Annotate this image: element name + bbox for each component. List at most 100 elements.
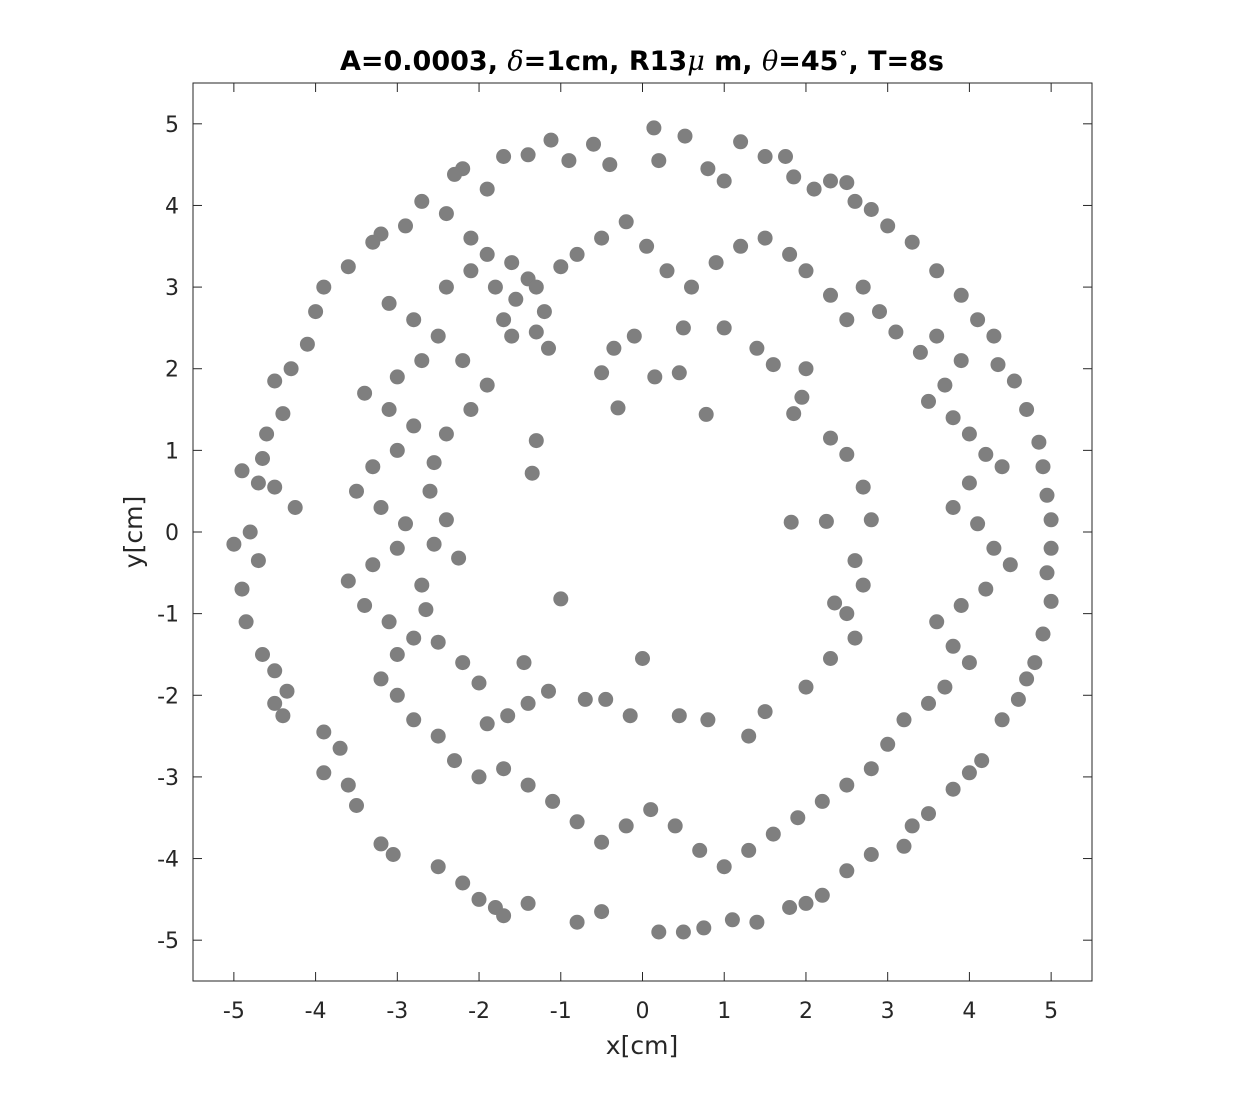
plot-area xyxy=(192,82,1093,982)
data-point xyxy=(471,891,487,907)
data-point xyxy=(463,263,479,279)
data-point xyxy=(365,557,381,573)
data-point xyxy=(651,153,667,169)
x-tick-label: -4 xyxy=(305,999,327,1024)
data-point xyxy=(970,312,986,328)
x-tick-label: 4 xyxy=(962,999,976,1024)
data-point xyxy=(667,818,683,834)
data-point xyxy=(635,651,650,666)
data-point xyxy=(520,147,536,163)
data-point xyxy=(782,900,798,915)
x-tick-label: 3 xyxy=(881,999,895,1024)
data-point xyxy=(1019,402,1035,417)
data-point xyxy=(921,393,936,409)
data-point xyxy=(855,479,871,495)
data-point xyxy=(953,598,969,613)
data-point xyxy=(349,798,364,813)
data-point xyxy=(1043,512,1059,528)
x-axis-label: x[cm] xyxy=(606,1031,678,1060)
data-point xyxy=(643,802,659,818)
data-point xyxy=(430,634,446,650)
data-point xyxy=(945,638,961,654)
data-point xyxy=(839,777,855,793)
data-point xyxy=(504,328,520,344)
data-point xyxy=(1039,487,1055,503)
data-point xyxy=(463,230,479,246)
data-point xyxy=(406,712,422,728)
data-markers xyxy=(226,120,1059,940)
data-point xyxy=(516,655,532,671)
data-point xyxy=(504,255,520,271)
data-point xyxy=(524,465,540,481)
data-point xyxy=(255,647,270,662)
data-point xyxy=(847,193,863,209)
data-point xyxy=(267,695,283,711)
data-point xyxy=(259,426,275,442)
data-point xyxy=(250,553,266,569)
title-part: , T=8s xyxy=(848,46,944,77)
data-point xyxy=(786,169,802,185)
data-point xyxy=(316,279,332,295)
data-point xyxy=(238,614,254,630)
data-point xyxy=(520,895,536,911)
data-point xyxy=(430,859,446,875)
x-tick-label: 5 xyxy=(1044,999,1058,1024)
data-point xyxy=(798,679,814,695)
data-point xyxy=(818,513,834,529)
data-point xyxy=(447,166,462,182)
data-point xyxy=(586,136,601,152)
data-point xyxy=(912,344,928,360)
data-point xyxy=(1035,459,1051,475)
data-point xyxy=(651,924,667,940)
data-point xyxy=(602,157,618,173)
data-point xyxy=(622,708,638,724)
data-point xyxy=(389,540,405,556)
data-point xyxy=(287,500,303,515)
data-point xyxy=(1039,565,1055,581)
y-tick-label: -2 xyxy=(157,684,179,709)
x-tick-label: 0 xyxy=(636,999,650,1024)
data-point xyxy=(716,173,732,189)
data-point xyxy=(970,516,986,532)
data-point xyxy=(340,777,356,793)
data-point xyxy=(696,920,712,936)
data-point xyxy=(414,577,430,593)
data-point xyxy=(594,834,610,850)
data-point xyxy=(451,550,467,566)
title-part: δ xyxy=(507,46,523,77)
data-point xyxy=(646,120,662,136)
y-tick-label: 5 xyxy=(165,113,179,138)
data-point xyxy=(798,895,814,911)
data-point xyxy=(863,202,879,217)
data-point xyxy=(426,455,442,471)
y-tick-label: 3 xyxy=(165,276,179,301)
data-point xyxy=(541,340,556,356)
data-point xyxy=(823,430,838,446)
x-tick-label: -5 xyxy=(223,999,245,1024)
data-point xyxy=(536,304,552,320)
data-point xyxy=(373,671,389,687)
data-point xyxy=(275,406,291,422)
data-point xyxy=(733,134,749,150)
title-part: A=0.0003, xyxy=(340,46,507,77)
data-point xyxy=(863,512,879,528)
axis-ticks: -5 -4 -3 -2 -1 0 1 2 3 4 5 -5 -4 -3 -2 -1 0 1 2 3 4 5 xyxy=(157,83,1092,1024)
data-point xyxy=(855,279,871,295)
data-point xyxy=(279,683,295,699)
data-point xyxy=(961,475,977,491)
y-tick-label: 2 xyxy=(165,358,179,383)
data-point xyxy=(639,238,655,254)
title-part: μ xyxy=(687,46,705,77)
data-point xyxy=(994,459,1010,475)
data-point xyxy=(381,614,397,630)
data-point xyxy=(863,761,879,777)
data-point xyxy=(929,614,945,630)
data-point xyxy=(414,353,430,369)
data-point xyxy=(716,320,732,336)
data-point xyxy=(496,761,512,777)
data-point xyxy=(438,206,454,222)
data-point xyxy=(422,483,438,499)
data-point xyxy=(561,153,577,169)
y-tick-label: 1 xyxy=(165,439,179,464)
data-point xyxy=(904,234,920,250)
